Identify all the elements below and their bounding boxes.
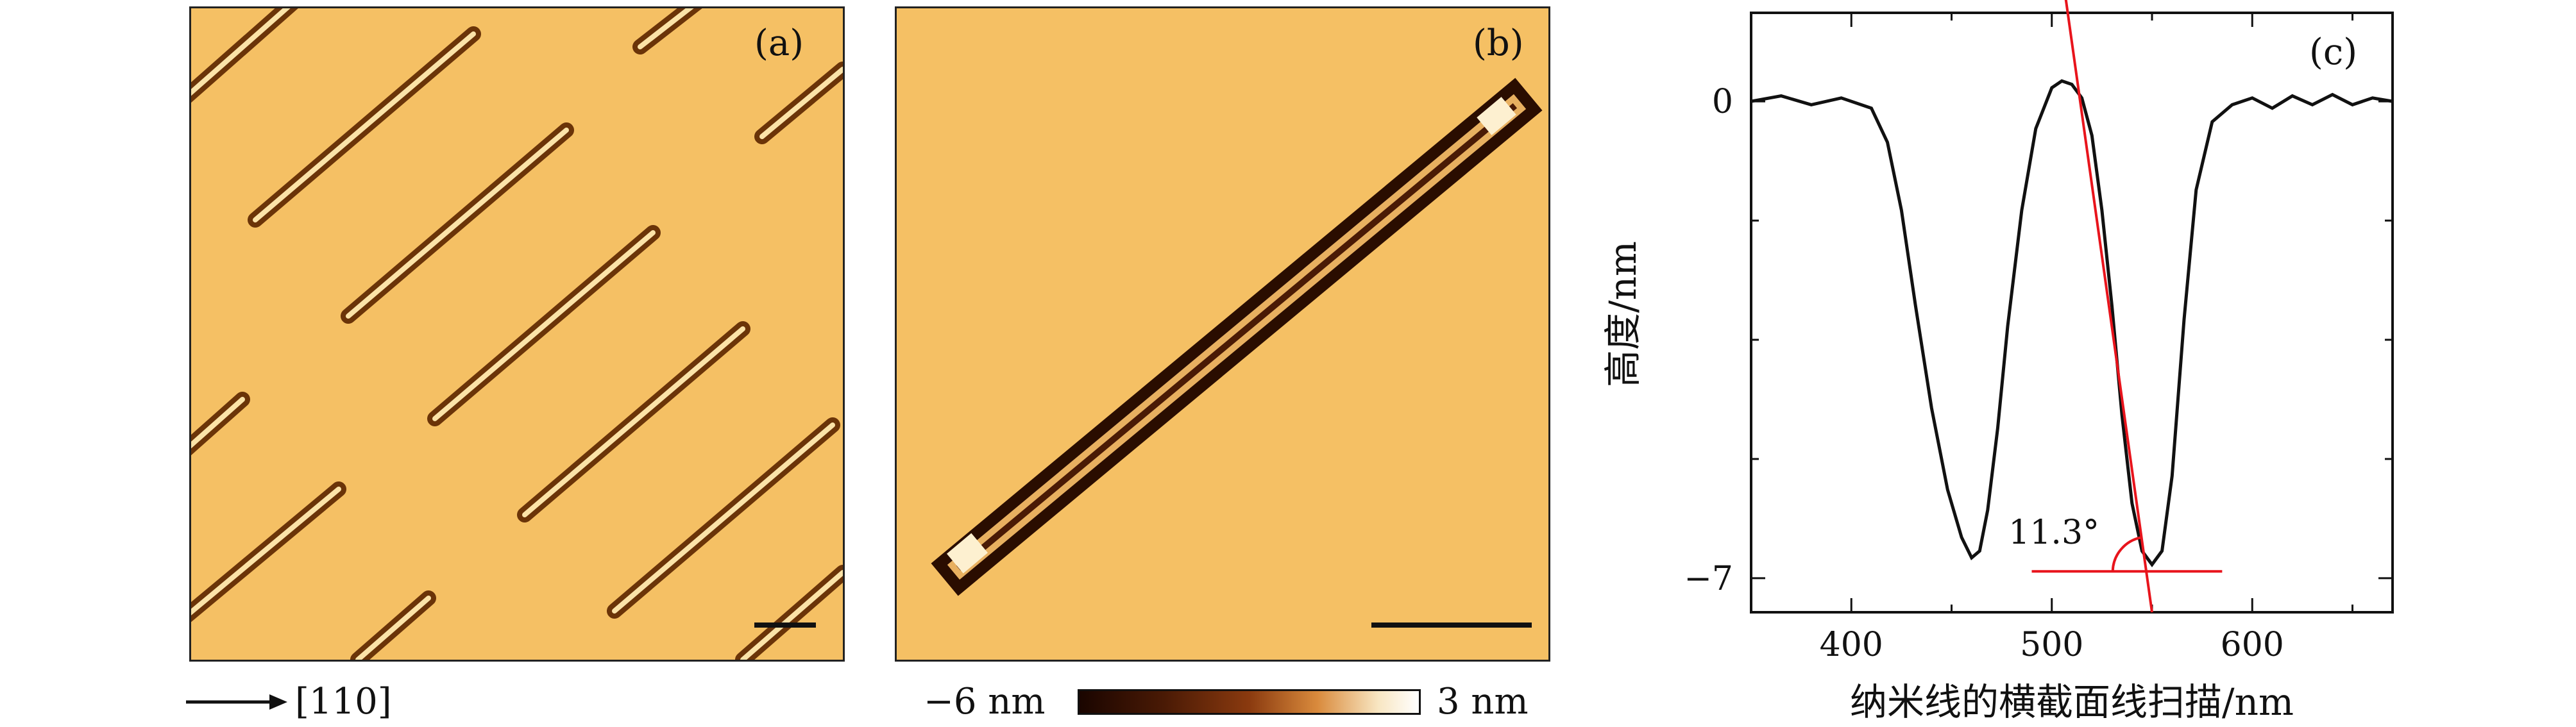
x-tick-label: 500 [2020,626,2083,664]
panel-a-label: (a) [754,22,804,64]
colorbar-max-label: 3 nm [1437,681,1529,723]
colorbar [1078,689,1421,715]
series-profile-line [1750,79,2393,567]
nanowire-array [191,8,843,660]
scale-bar-b [1371,623,1532,628]
angle-arc [2111,536,2142,572]
afm-image-a: (a) [189,6,845,662]
panel-c-label: (c) [2309,31,2357,73]
x-tick-label: 400 [1820,626,1883,664]
height-profile-chart: 400 500 600 0 −7 11.3° (c) 纳米线的横截面线扫描/nm 高度/… [1601,0,2394,724]
colorbar-min-label: −6 nm [924,681,1046,723]
direction-arrow-icon [186,694,287,710]
x-tick-label: 600 [2221,626,2284,664]
panel-b-label: (b) [1473,22,1524,64]
plot-frame [1750,12,2394,614]
direction-label: [110] [295,681,392,723]
tangent-line [2064,0,2153,613]
single-nanowire [931,78,1543,596]
angle-annotation: 11.3° [2008,514,2099,552]
y-axis-label: 高度/nm [1601,241,1645,387]
afm-image-b: (b) [895,6,1550,662]
y-tick-label: −7 [1684,560,1733,598]
scale-bar-a [754,623,816,628]
x-axis-label: 纳米线的横截面线扫描/nm [1850,680,2294,724]
y-tick-label: 0 [1712,83,1733,121]
